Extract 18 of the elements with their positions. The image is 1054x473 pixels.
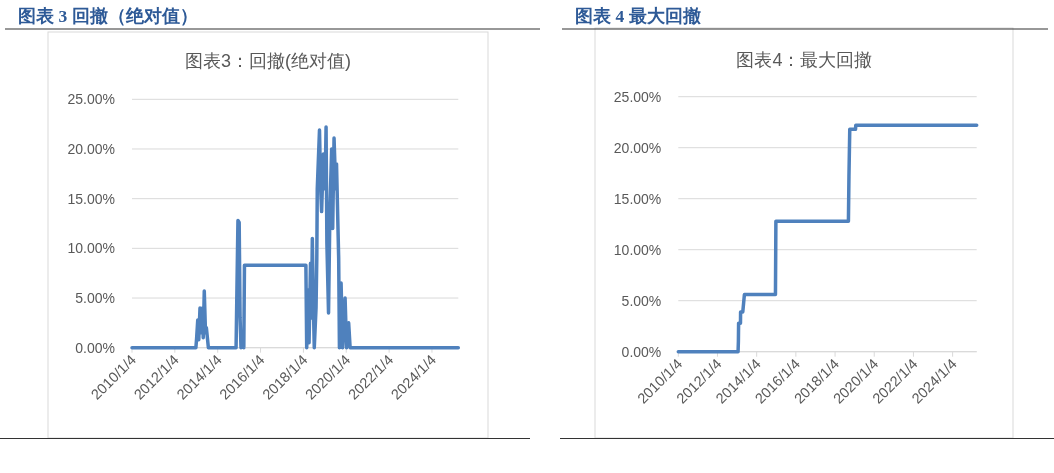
y-tick-label: 15.00%: [67, 190, 115, 207]
y-tick-label: 10.00%: [613, 241, 662, 258]
y-tick-label: 20.00%: [67, 140, 115, 157]
chart-subtitle: 图表4：最大回撤: [736, 50, 873, 70]
y-tick-label: 5.00%: [75, 289, 115, 306]
y-tick-label: 10.00%: [67, 240, 115, 257]
line-series: [676, 123, 979, 354]
chart-subtitle: 图表3：回撤(绝对值): [185, 51, 351, 71]
y-tick-label: 5.00%: [621, 292, 662, 309]
y-tick-label: 20.00%: [613, 139, 662, 156]
line-series: [130, 125, 461, 350]
chart-title: 图表 3 回撤（绝对值）: [18, 6, 198, 26]
chart-title: 图表 4 最大回撤: [575, 6, 701, 26]
y-tick-label: 25.00%: [67, 91, 115, 108]
y-tick-label: 25.00%: [613, 88, 662, 105]
y-tick-label: 0.00%: [621, 343, 662, 360]
y-tick-label: 0.00%: [75, 339, 115, 356]
y-tick-label: 15.00%: [613, 190, 662, 207]
